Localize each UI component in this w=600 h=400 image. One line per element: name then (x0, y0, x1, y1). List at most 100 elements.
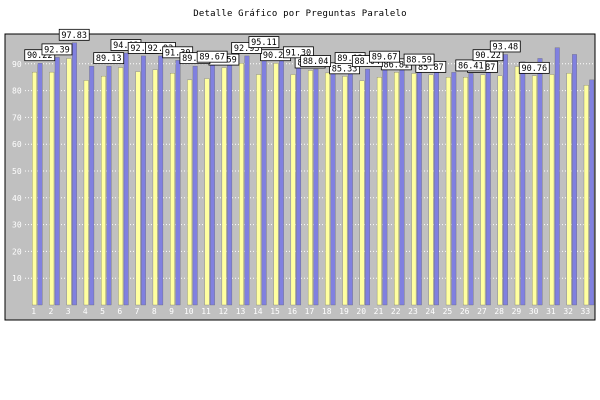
x-tick-label: 31 (546, 307, 556, 316)
data-label: 89.13 (337, 54, 363, 64)
bar-b (416, 67, 422, 306)
data-label: 90.76 (521, 64, 547, 74)
data-label: 89.67 (199, 53, 225, 63)
data-label: 85.33 (332, 64, 358, 74)
bar-a (411, 73, 417, 306)
bar-b (468, 73, 474, 306)
y-axis-ticks: 10 20 30 40 50 60 70 80 90 (12, 60, 22, 283)
bar-a (66, 58, 72, 306)
bar-a (170, 73, 175, 306)
bar-a (566, 73, 572, 306)
bar-a (49, 71, 55, 306)
bar-a (32, 71, 37, 306)
bar-b (227, 64, 233, 306)
bar-b (313, 68, 319, 306)
bar-a (394, 72, 399, 306)
y-tick-label: 40 (12, 194, 22, 203)
data-label-box (369, 50, 400, 63)
bar-a (101, 75, 106, 306)
bar-b (158, 55, 164, 306)
bar-a (152, 69, 158, 306)
bar-b (175, 60, 181, 306)
y-tick-label: 30 (12, 221, 22, 230)
bar-b (210, 64, 215, 306)
y-tick-label: 20 (12, 247, 22, 256)
bar-a (256, 74, 262, 306)
x-tick-label: 9 (169, 307, 174, 316)
bar-b (382, 64, 388, 306)
bar-a (221, 67, 227, 306)
bar-a (532, 75, 537, 306)
data-label: 97.83 (61, 31, 87, 41)
bar-b (485, 63, 491, 306)
bar-a (342, 76, 348, 306)
x-tick-label: 1 (31, 307, 36, 316)
bar-b (537, 58, 543, 306)
bar-b (296, 60, 302, 306)
data-label: 91.30 (286, 48, 312, 58)
x-tick-label: 15 (270, 307, 280, 316)
bar-a (118, 67, 124, 306)
bar-b (192, 65, 198, 306)
bar-b (434, 70, 439, 306)
data-label: 92.93 (130, 44, 156, 54)
data-label: 86.81 (384, 60, 410, 70)
bar-b (141, 55, 146, 306)
data-label-box (300, 55, 332, 67)
x-tick-label: 21 (374, 307, 384, 316)
bar-b (589, 79, 595, 306)
data-label: 89.13 (96, 54, 122, 64)
x-tick-label: 6 (117, 307, 122, 316)
bar-a (204, 78, 210, 306)
bar-b (572, 54, 577, 306)
x-tick-label: 7 (135, 307, 140, 316)
y-tick-label: 90 (12, 60, 22, 69)
bar-a (325, 72, 331, 306)
x-tick-label: 32 (563, 307, 573, 316)
bar-a (514, 66, 520, 306)
bar-b (365, 68, 370, 306)
x-tick-label: 11 (201, 307, 211, 316)
bar-b (520, 61, 526, 306)
bar-a (480, 74, 486, 306)
data-label-box (93, 52, 125, 65)
x-tick-label: 27 (477, 307, 487, 316)
x-tick-label: 3 (66, 307, 71, 316)
bar-a (273, 63, 279, 306)
data-label: 93.48 (492, 42, 518, 52)
bar-a (359, 80, 365, 306)
bar-a (428, 74, 434, 306)
x-tick-label: 2 (48, 307, 53, 316)
data-label-box (58, 28, 90, 41)
bar-b (503, 54, 508, 306)
data-label-box (472, 49, 504, 62)
data-label: 90.22 (27, 51, 53, 61)
chart-title: Detalle Gráfico por Preguntas Paralelo (193, 9, 407, 19)
bar-a (497, 75, 503, 306)
data-label: 95.11 (251, 38, 277, 48)
data-labels: 88.5990.2287.5085.3386.8185.8785.8790.76… (24, 28, 550, 74)
bars (32, 42, 595, 306)
x-axis-ticks: 1 2 3 4 5 6 7 8 9 10 11 12 13 14 15 16 17 18 19 20 21 22 23 24 2… (31, 307, 590, 316)
data-label: 89.13 (182, 54, 208, 64)
x-tick-label: 16 (287, 307, 297, 316)
bar-b (347, 65, 353, 306)
bar-a (290, 74, 296, 306)
x-tick-label: 19 (339, 307, 349, 316)
bar-a (463, 77, 468, 306)
data-label: 88.59 (406, 56, 432, 66)
bar-b (54, 57, 60, 306)
data-label-box (518, 61, 550, 74)
bar-b (278, 58, 284, 306)
y-tick-label: 50 (12, 167, 22, 176)
y-tick-label: 10 (12, 274, 22, 283)
data-label: 90.22 (475, 51, 501, 61)
bar-b (244, 55, 250, 306)
x-tick-label: 10 (184, 307, 194, 316)
x-tick-label: 23 (408, 307, 418, 316)
bar-b (554, 47, 560, 306)
bar-b (72, 42, 77, 306)
data-label: 92.39 (44, 45, 70, 55)
data-label: 94.02 (113, 41, 139, 51)
